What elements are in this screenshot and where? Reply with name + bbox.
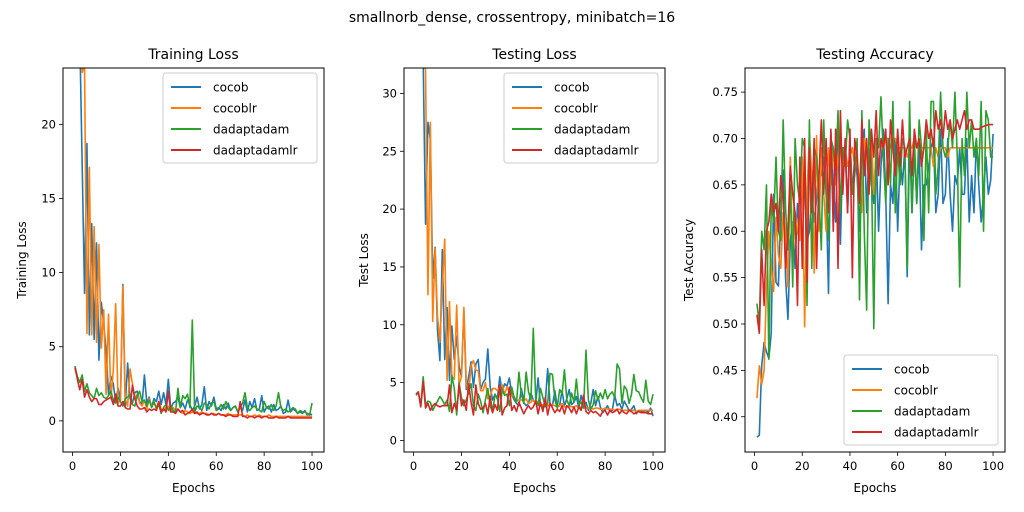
y-tick-label: 15: [382, 260, 397, 274]
y-tick-label: 0.55: [712, 271, 738, 285]
axes-frame: [744, 67, 1006, 453]
x-axis-label: Epochs: [513, 481, 556, 495]
x-tick-label: 20: [113, 459, 128, 473]
y-tick-label: 0.45: [712, 363, 738, 377]
y-tick-label: 0.40: [712, 410, 738, 424]
x-axis-label: Epochs: [172, 481, 215, 495]
y-tick-label: 5: [390, 376, 397, 390]
subplot-training-loss: Training Loss Epochs Training Loss 0 20 40…: [15, 47, 325, 495]
chart-title: Testing Accuracy: [815, 47, 934, 63]
y-tick-label: 0.50: [712, 317, 738, 331]
series-line-dadaptadamlr: [74, 367, 313, 419]
x-tick-label: 0: [751, 459, 758, 473]
y-tick-label: 20: [41, 117, 56, 131]
series-line-dadaptadamlr: [756, 109, 994, 335]
x-tick-label: 80: [257, 459, 272, 473]
legend-label-dadaptadam: dadaptadam: [213, 123, 289, 137]
subplot-testing-accuracy: Testing Accuracy Epochs Test Accuracy 0 2…: [682, 47, 1006, 495]
x-tick-label: 100: [982, 459, 1004, 473]
series-line-dadaptadam: [415, 327, 654, 416]
y-tick-label: 0.60: [712, 224, 738, 238]
plot-area: [415, 68, 654, 417]
legend-label-dadaptadamlr: dadaptadamlr: [213, 144, 298, 158]
x-tick-label: 60: [209, 459, 224, 473]
chart-title: Training Loss: [147, 47, 238, 63]
subplot-testing-loss: Testing Loss Epochs Test Loss 0 20 40 60 80 1…: [357, 47, 666, 495]
y-tick-label: 0.65: [712, 178, 738, 192]
legend-box: [503, 72, 659, 164]
legend: cocob cocoblr dadaptadam dadaptadamlr: [843, 354, 999, 446]
x-tick-label: 100: [642, 459, 664, 473]
y-tick-label: 0: [390, 433, 397, 447]
x-tick-label: 80: [598, 459, 613, 473]
y-tick-label: 30: [382, 86, 397, 100]
x-tick-label: 20: [795, 459, 810, 473]
y-axis-label: Test Accuracy: [682, 219, 696, 302]
x-tick-label: 60: [890, 459, 905, 473]
legend-label-cocoblr: cocoblr: [213, 102, 257, 116]
legend-label-cocoblr: cocoblr: [554, 102, 598, 116]
x-tick-label: 40: [161, 459, 176, 473]
legend-label-cocob: cocob: [894, 363, 930, 377]
x-tick-label: 0: [410, 459, 417, 473]
y-tick-label: 10: [382, 318, 397, 332]
y-tick-label: 15: [41, 191, 56, 205]
axes-frame: [62, 67, 325, 453]
series-line-dadaptadamlr: [415, 380, 654, 417]
x-tick-label: 80: [938, 459, 953, 473]
legend: cocob cocoblr dadaptadam dadaptadamlr: [162, 72, 318, 164]
y-axis-label: Test Loss: [357, 233, 371, 288]
x-tick-label: 40: [843, 459, 858, 473]
legend-label-cocob: cocob: [213, 81, 249, 95]
legend-label-cocoblr: cocoblr: [894, 384, 938, 398]
y-tick-label: 0.75: [712, 85, 738, 99]
x-axis-label: Epochs: [854, 481, 897, 495]
series-line-dadaptadam: [756, 91, 994, 361]
legend-label-dadaptadam: dadaptadam: [894, 405, 970, 419]
x-tick-label: 100: [301, 459, 323, 473]
y-tick-label: 10: [41, 266, 56, 280]
x-tick-label: 0: [69, 459, 76, 473]
x-tick-label: 40: [502, 459, 517, 473]
y-tick-label: 0: [49, 414, 56, 428]
plot-area: [74, 68, 313, 419]
x-tick-label: 60: [550, 459, 565, 473]
legend-box: [843, 354, 999, 446]
plot-area: [756, 91, 994, 438]
series-line-cocoblr: [424, 68, 654, 413]
legend-label-dadaptadamlr: dadaptadamlr: [894, 426, 979, 440]
chart-title: Testing Loss: [491, 47, 576, 63]
legend-label-cocob: cocob: [554, 81, 590, 95]
axes-frame: [403, 67, 666, 453]
y-tick-label: 20: [382, 202, 397, 216]
legend: cocob cocoblr dadaptadam dadaptadamlr: [503, 72, 659, 164]
y-tick-label: 0.70: [712, 131, 738, 145]
legend-box: [162, 72, 318, 164]
y-tick-label: 5: [49, 340, 56, 354]
y-tick-label: 25: [382, 144, 397, 158]
y-axis-label: Training Loss: [15, 221, 29, 299]
x-tick-label: 20: [454, 459, 469, 473]
legend-label-dadaptadamlr: dadaptadamlr: [554, 144, 639, 158]
legend-label-dadaptadam: dadaptadam: [554, 123, 630, 137]
figure-suptitle: smallnorb_dense, crossentropy, minibatch…: [349, 10, 675, 26]
